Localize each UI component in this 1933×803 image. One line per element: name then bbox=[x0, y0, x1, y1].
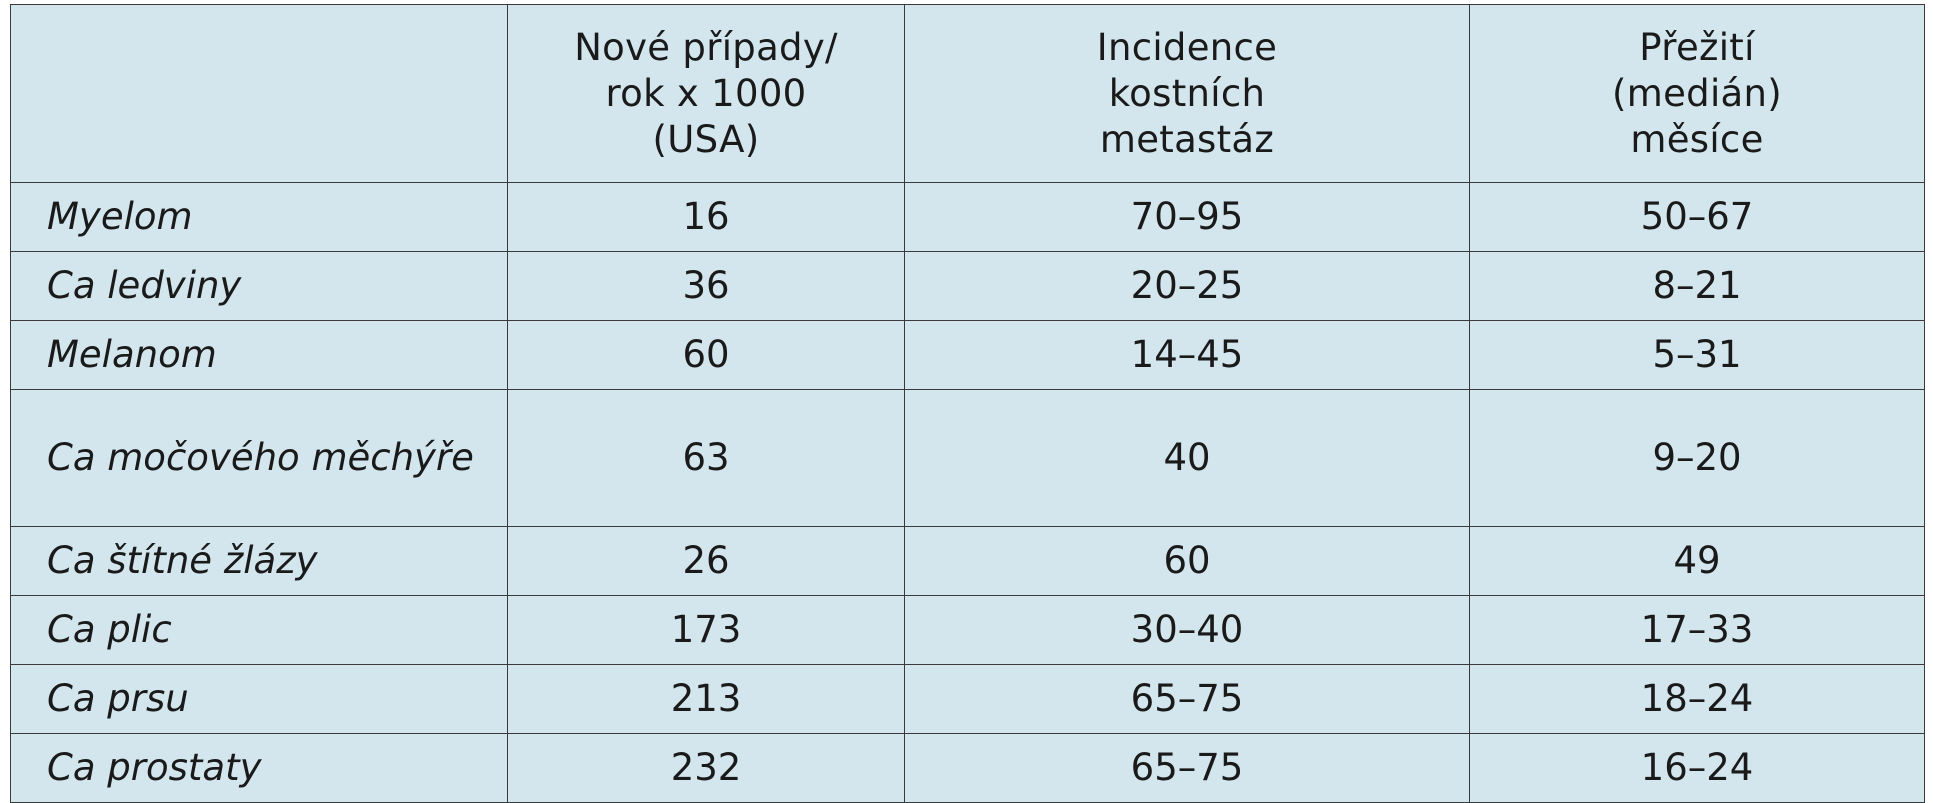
row-label: Ca plic bbox=[10, 595, 508, 665]
cell-incidence: 40 bbox=[904, 389, 1470, 527]
cell-incidence: 14–45 bbox=[904, 320, 1470, 390]
cell-new-cases: 36 bbox=[507, 251, 905, 321]
cell-new-cases: 26 bbox=[507, 526, 905, 596]
table-header: Nové případy/ rok x 1000 (USA) Incidence… bbox=[10, 4, 1925, 183]
cell-incidence: 20–25 bbox=[904, 251, 1470, 321]
row-label: Ca ledviny bbox=[10, 251, 508, 321]
cell-survival: 50–67 bbox=[1469, 182, 1925, 252]
cell-survival: 18–24 bbox=[1469, 664, 1925, 734]
header-cell-empty bbox=[10, 4, 508, 183]
table-body: Myelom 16 70–95 50–67 Ca ledviny 36 20–2… bbox=[10, 182, 1925, 803]
cell-new-cases: 232 bbox=[507, 733, 905, 803]
table-row: Ca ledviny 36 20–25 8–21 bbox=[10, 251, 1925, 321]
row-label: Ca prsu bbox=[10, 664, 508, 734]
row-label: Myelom bbox=[10, 182, 508, 252]
table-row: Ca štítné žlázy 26 60 49 bbox=[10, 526, 1925, 596]
cell-survival: 49 bbox=[1469, 526, 1925, 596]
cell-incidence: 60 bbox=[904, 526, 1470, 596]
cell-survival: 16–24 bbox=[1469, 733, 1925, 803]
cell-new-cases: 173 bbox=[507, 595, 905, 665]
table-row: Melanom 60 14–45 5–31 bbox=[10, 320, 1925, 390]
table-row: Ca prostaty 232 65–75 16–24 bbox=[10, 733, 1925, 803]
cell-incidence: 65–75 bbox=[904, 664, 1470, 734]
cell-new-cases: 16 bbox=[507, 182, 905, 252]
header-row: Nové případy/ rok x 1000 (USA) Incidence… bbox=[10, 4, 1925, 183]
data-table-container: Nové případy/ rok x 1000 (USA) Incidence… bbox=[10, 4, 1925, 803]
table-row: Myelom 16 70–95 50–67 bbox=[10, 182, 1925, 252]
header-cell-incidence: Incidence kostních metastáz bbox=[904, 4, 1470, 183]
cell-survival: 8–21 bbox=[1469, 251, 1925, 321]
table-row: Ca prsu 213 65–75 18–24 bbox=[10, 664, 1925, 734]
cell-new-cases: 63 bbox=[507, 389, 905, 527]
cell-survival: 9–20 bbox=[1469, 389, 1925, 527]
table-row: Ca plic 173 30–40 17–33 bbox=[10, 595, 1925, 665]
table-row: Ca močového měchýře 63 40 9–20 bbox=[10, 389, 1925, 527]
cell-incidence: 65–75 bbox=[904, 733, 1470, 803]
cell-new-cases: 213 bbox=[507, 664, 905, 734]
row-label: Ca močového měchýře bbox=[10, 389, 508, 527]
row-label: Ca prostaty bbox=[10, 733, 508, 803]
cell-survival: 17–33 bbox=[1469, 595, 1925, 665]
header-cell-survival: Přežití (medián) měsíce bbox=[1469, 4, 1925, 183]
cell-incidence: 70–95 bbox=[904, 182, 1470, 252]
bone-metastasis-table: Nové případy/ rok x 1000 (USA) Incidence… bbox=[10, 4, 1925, 803]
header-cell-new-cases: Nové případy/ rok x 1000 (USA) bbox=[507, 4, 905, 183]
cell-survival: 5–31 bbox=[1469, 320, 1925, 390]
row-label: Ca štítné žlázy bbox=[10, 526, 508, 596]
cell-incidence: 30–40 bbox=[904, 595, 1470, 665]
cell-new-cases: 60 bbox=[507, 320, 905, 390]
row-label: Melanom bbox=[10, 320, 508, 390]
